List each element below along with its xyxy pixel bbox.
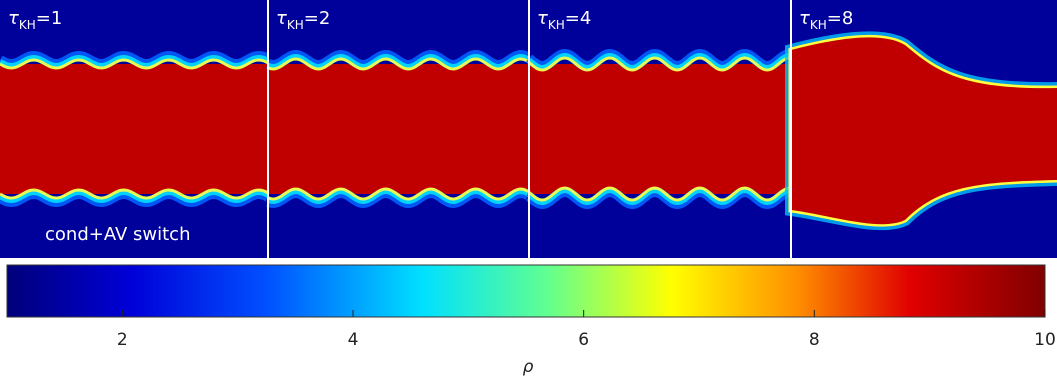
interface: [527, 52, 792, 72]
interface: [0, 58, 269, 70]
label-subscript: KH: [19, 18, 36, 32]
interface: [528, 186, 792, 202]
label-suffix: =2: [304, 8, 331, 29]
interface: [0, 54, 270, 70]
label-suffix: =4: [565, 8, 592, 29]
label-suffix: =8: [827, 8, 854, 29]
interface: [527, 186, 792, 206]
label-subscript: KH: [810, 18, 827, 32]
colorbar-label: ρ: [523, 357, 534, 377]
annotation: cond+AV switch: [45, 224, 191, 245]
panel-label: τKH=1: [8, 8, 62, 32]
panel-label: τKH=2: [276, 8, 330, 32]
dense-band: [529, 64, 791, 194]
colorbar: [6, 264, 1046, 318]
dense-band: [268, 64, 529, 194]
interface: [0, 188, 270, 204]
label-symbol: τ: [537, 8, 548, 29]
tick-label: 10: [1034, 330, 1056, 350]
label-subscript: KH: [287, 18, 304, 32]
label-subscript: KH: [548, 18, 565, 32]
interface: [267, 187, 529, 201]
panel-label: τKH=8: [799, 8, 853, 32]
interface: [267, 57, 529, 71]
label-symbol: τ: [799, 8, 810, 29]
tick-label: 6: [578, 330, 589, 350]
interface: [528, 56, 792, 72]
label-suffix: =1: [36, 8, 63, 29]
tick-label: 4: [348, 330, 359, 350]
tick-label: 2: [117, 330, 128, 350]
colorbar-axis: 2 4 6 8 10: [117, 310, 1056, 350]
interface: [266, 53, 530, 71]
panel-label: τKH=4: [537, 8, 591, 32]
dense-band: [0, 64, 268, 194]
interface: [0, 188, 269, 200]
dense-band: [791, 37, 1057, 225]
tick-label: 8: [809, 330, 820, 350]
label-symbol: τ: [276, 8, 287, 29]
label-symbol: τ: [8, 8, 19, 29]
interface: [266, 187, 530, 205]
